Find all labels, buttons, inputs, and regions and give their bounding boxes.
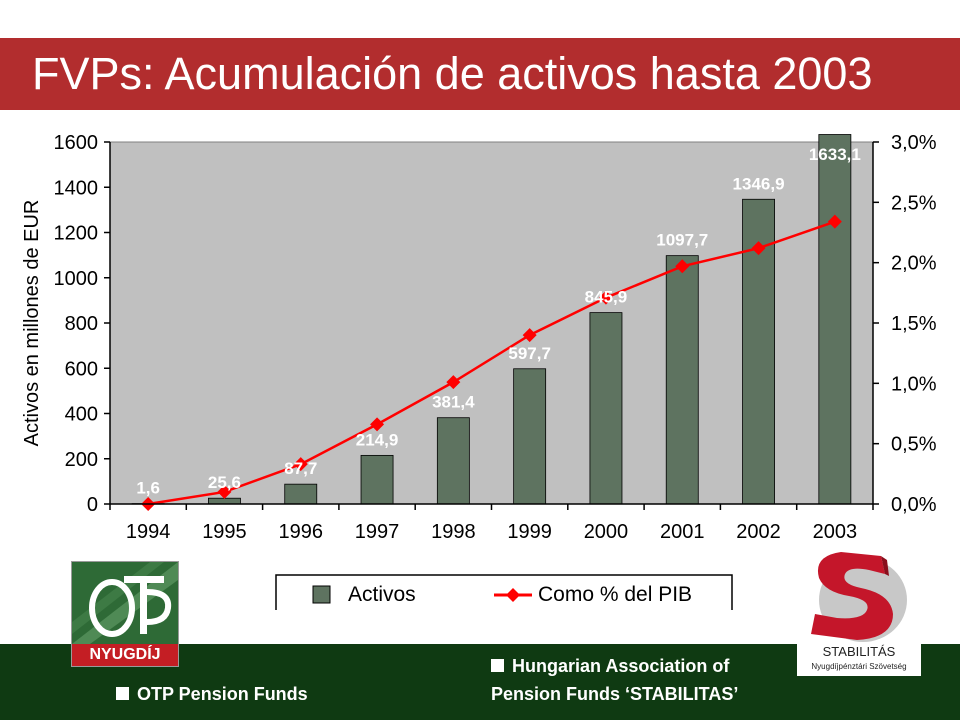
line-point-1998 bbox=[446, 375, 461, 390]
bullet-square-icon bbox=[116, 687, 129, 700]
bar-1996 bbox=[284, 483, 318, 505]
data-labels: 1,6 25,6 87,7 214,9 381,4 597,7 845,9 1097,7 134… bbox=[136, 145, 861, 498]
bar-1998 bbox=[436, 417, 470, 505]
line-point-1997 bbox=[370, 417, 385, 432]
line-point-1995 bbox=[217, 484, 232, 499]
footer-right-line2: Pension Funds ‘STABILITAS’ bbox=[491, 684, 738, 705]
x-tick-label-2000: 2000 bbox=[584, 521, 629, 543]
bar-2001 bbox=[665, 255, 699, 505]
bar-series-activos bbox=[131, 134, 852, 505]
data-label-1996: 87,7 bbox=[284, 459, 317, 478]
data-label-2000: 845,9 bbox=[585, 288, 628, 307]
data-label-2001: 1097,7 bbox=[656, 231, 708, 250]
x-tick-label-2003: 2003 bbox=[813, 521, 858, 543]
y2-tick-label-4: 2,0% bbox=[891, 253, 937, 275]
bar-1999 bbox=[513, 368, 547, 505]
chart-legend: Activos Como % del PIB bbox=[275, 574, 733, 610]
stabilitas-name: STABILITÁS bbox=[822, 644, 896, 659]
footer-right-line1: Hungarian Association of bbox=[491, 656, 729, 677]
x-tick-label-2001: 2001 bbox=[660, 521, 705, 543]
x-tick-label-1996: 1996 bbox=[279, 521, 324, 543]
legend-label-activos: Activos bbox=[348, 583, 416, 606]
data-label-1995: 25,6 bbox=[208, 473, 241, 492]
bullet-square-icon bbox=[491, 659, 504, 672]
slide-title: FVPs: Acumulación de activos hasta 2003 bbox=[32, 48, 873, 99]
y2-tick-label-5: 2,5% bbox=[891, 192, 937, 214]
assets-chart: 0 200 400 600 800 1000 1200 1400 1600 0,0% 0,5% 1,0… bbox=[21, 132, 937, 610]
bar-1997 bbox=[360, 454, 394, 505]
line-point-1999 bbox=[522, 328, 537, 343]
y2-tick-label-6: 3,0% bbox=[891, 132, 937, 154]
y2-tick-label-0: 0,0% bbox=[891, 494, 937, 516]
bar-2000 bbox=[589, 312, 623, 505]
chart-axes: 0 200 400 600 800 1000 1200 1400 1600 0,0% 0,5% 1,0… bbox=[54, 132, 937, 543]
footer-otp-label: OTP Pension Funds bbox=[137, 684, 308, 704]
otp-logo-text: NYUGDÍJ bbox=[72, 644, 178, 666]
stabilitas-subtitle: Nyugdíjpénztári Szövetség bbox=[811, 662, 907, 671]
y-tick-label-1000: 1000 bbox=[54, 268, 99, 290]
y-tick-label-1200: 1200 bbox=[54, 223, 99, 245]
y-tick-label-0: 0 bbox=[87, 494, 98, 516]
legend-marker-pib bbox=[506, 588, 520, 602]
data-label-2002: 1346,9 bbox=[733, 174, 785, 193]
line-point-1996 bbox=[293, 457, 308, 472]
footer-stabilitas-label: Pension Funds ‘STABILITAS’ bbox=[491, 684, 739, 704]
x-tick-label-1994: 1994 bbox=[126, 521, 171, 543]
otp-emblem-icon bbox=[72, 562, 178, 644]
x-tick-label-1995: 1995 bbox=[202, 521, 247, 543]
legend-box bbox=[275, 574, 733, 610]
x-tick-label-2002: 2002 bbox=[736, 521, 781, 543]
y2-tick-label-3: 1,5% bbox=[891, 313, 937, 335]
data-label-1997: 214,9 bbox=[356, 430, 399, 449]
line-point-2003 bbox=[827, 214, 842, 229]
data-label-1999: 597,7 bbox=[508, 344, 551, 363]
footer-left: OTP Pension Funds bbox=[116, 684, 308, 705]
data-label-2003: 1633,1 bbox=[809, 145, 861, 164]
bar-2003 bbox=[818, 134, 852, 505]
y-tick-label-600: 600 bbox=[65, 358, 98, 380]
bar-1995 bbox=[208, 497, 241, 505]
y-tick-label-1600: 1600 bbox=[54, 132, 99, 154]
legend-label-pib: Como % del PIB bbox=[538, 583, 692, 606]
line-point-2000 bbox=[598, 290, 613, 305]
y-tick-label-1400: 1400 bbox=[54, 177, 99, 199]
y2-tick-label-2: 1,0% bbox=[891, 373, 937, 395]
stabilitas-s-icon bbox=[811, 552, 907, 642]
line-point-2002 bbox=[751, 241, 766, 256]
x-tick-label-1997: 1997 bbox=[355, 521, 400, 543]
line-series-pib bbox=[141, 214, 842, 511]
otp-logo: NYUGDÍJ bbox=[71, 561, 179, 667]
footer-association-label: Hungarian Association of bbox=[512, 656, 730, 676]
y-tick-label-800: 800 bbox=[65, 313, 98, 335]
x-tick-label-1998: 1998 bbox=[431, 521, 476, 543]
line-point-2001 bbox=[675, 259, 690, 274]
data-label-1998: 381,4 bbox=[432, 393, 475, 412]
y-tick-label-200: 200 bbox=[65, 449, 98, 471]
y-axis-label: Activos en millones de EUR bbox=[21, 200, 43, 447]
x-tick-label-1999: 1999 bbox=[507, 521, 552, 543]
legend-swatch-activos bbox=[312, 585, 331, 604]
y2-tick-label-1: 0,5% bbox=[891, 434, 937, 456]
line-pib bbox=[147, 220, 836, 506]
stabilitas-logo: STABILITÁS Nyugdíjpénztári Szövetség bbox=[797, 548, 921, 676]
title-bar: FVPs: Acumulación de activos hasta 2003 bbox=[0, 38, 960, 110]
data-label-1994: 1,6 bbox=[136, 479, 160, 498]
y-tick-label-400: 400 bbox=[65, 404, 98, 426]
